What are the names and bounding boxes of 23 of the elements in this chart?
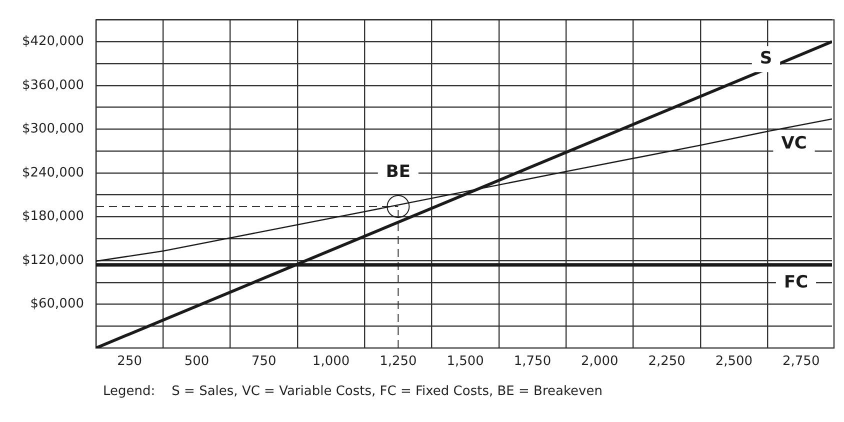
series-label: S <box>760 48 772 69</box>
y-tick-label: $360,000 <box>22 78 84 93</box>
x-tick-label: 1,750 <box>514 354 552 370</box>
x-tick-label: 2,500 <box>715 354 753 370</box>
x-tick-label: 2,000 <box>581 354 618 370</box>
y-tick-label: $420,000 <box>22 34 84 50</box>
series-label: FC <box>784 272 808 292</box>
x-tick-label: 750 <box>251 354 276 370</box>
x-tick-label: 2,750 <box>782 354 820 370</box>
text: Legend: S = Sales, VC = Variable Costs, FC = Fixed Costs, BE = Breakeven <box>103 384 602 399</box>
x-tick-label: 500 <box>184 354 210 370</box>
x-tick-label: 2,250 <box>648 354 686 370</box>
y-tick-label: $300,000 <box>22 122 84 137</box>
y-tick-label: $240,000 <box>22 165 84 180</box>
y-tick-label: $60,000 <box>30 296 84 312</box>
x-tick-label: 1,250 <box>380 354 417 370</box>
x-tick-label: 1,000 <box>312 354 350 370</box>
x-tick-label: 1,500 <box>446 354 484 370</box>
series-label: BE <box>386 162 410 182</box>
y-tick-label: $120,000 <box>22 252 84 268</box>
series-label: VC <box>781 134 807 154</box>
x-tick-label: 250 <box>117 354 142 370</box>
y-tick-label: $180,000 <box>22 209 84 224</box>
